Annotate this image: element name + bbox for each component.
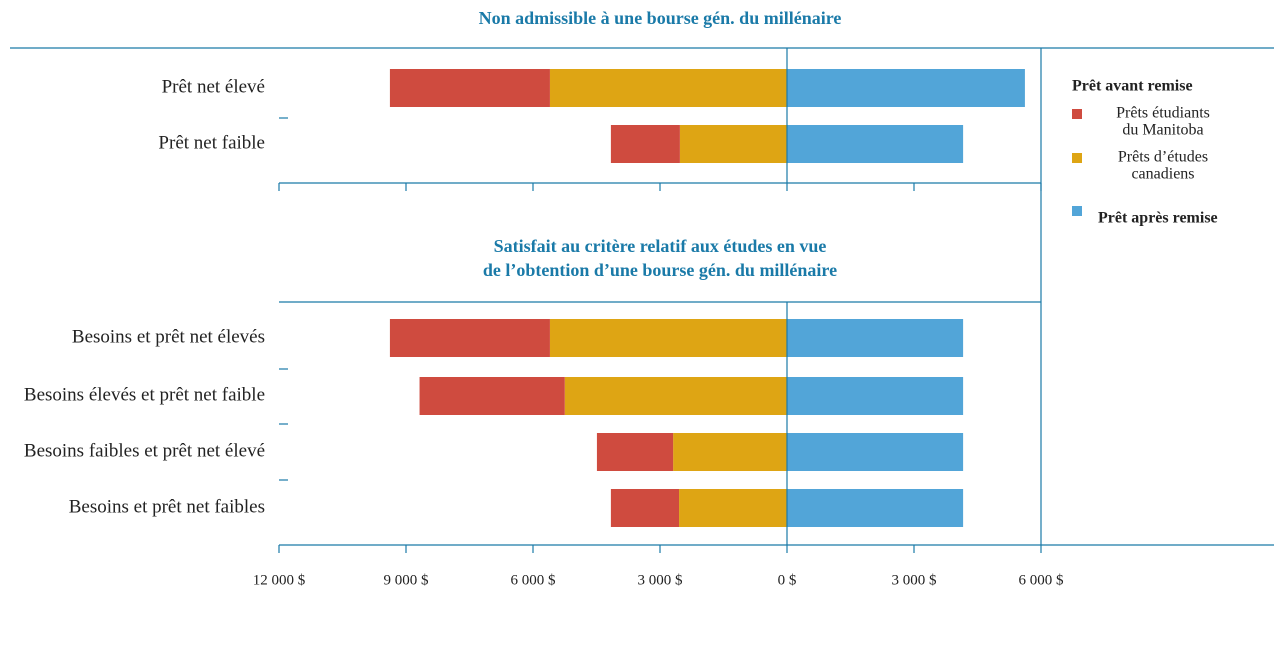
panel-title: Satisfait au critère relatif aux études … <box>483 236 837 280</box>
legend-label: Prêt après remise <box>1098 210 1218 227</box>
bar-segment <box>673 433 787 471</box>
bar-segment <box>787 433 964 471</box>
bar-segment <box>787 125 964 163</box>
bar-segment <box>610 125 680 163</box>
bar-segment <box>787 377 964 415</box>
bar-segment <box>679 489 787 527</box>
legend-label: Prêts étudiants du Manitoba <box>1116 104 1210 138</box>
bar-segment <box>564 377 787 415</box>
legend-title: Prêt avant remise <box>1072 78 1193 95</box>
x-tick-label: 0 $ <box>778 572 797 588</box>
x-tick-label: 6 000 $ <box>511 572 557 588</box>
y-tick-label: Besoins et prêt net élevés <box>72 326 265 347</box>
y-tick-label: Besoins faibles et prêt net élevé <box>24 440 265 461</box>
legend-swatch <box>1072 153 1082 163</box>
y-tick-label: Besoins élevés et prêt net faible <box>24 384 265 405</box>
x-tick-label: 3 000 $ <box>892 572 938 588</box>
x-tick-label: 6 000 $ <box>1019 572 1065 588</box>
x-tick-label: 12 000 $ <box>253 572 306 588</box>
legend-label: Prêts d’études canadiens <box>1118 148 1208 182</box>
y-tick-label: Prêt net élevé <box>162 76 265 97</box>
bar-segment <box>787 319 964 357</box>
bar-segment <box>610 489 680 527</box>
bar-segment <box>419 377 565 415</box>
panel-title: Non admissible à une bourse gén. du mill… <box>479 8 842 28</box>
y-tick-label: Prêt net faible <box>158 132 265 153</box>
legend-swatch <box>1072 206 1082 216</box>
bar-segment <box>596 433 674 471</box>
legend-swatch <box>1072 109 1082 119</box>
y-tick-label: Besoins et prêt net faibles <box>69 496 265 517</box>
bar-segment <box>787 69 1025 107</box>
x-tick-label: 3 000 $ <box>638 572 684 588</box>
bar-segment <box>787 489 964 527</box>
bar-segment <box>389 69 550 107</box>
bar-segment <box>549 69 787 107</box>
bar-segment <box>389 319 550 357</box>
bar-segment <box>549 319 787 357</box>
bar-segment <box>679 125 787 163</box>
x-tick-label: 9 000 $ <box>384 572 430 588</box>
